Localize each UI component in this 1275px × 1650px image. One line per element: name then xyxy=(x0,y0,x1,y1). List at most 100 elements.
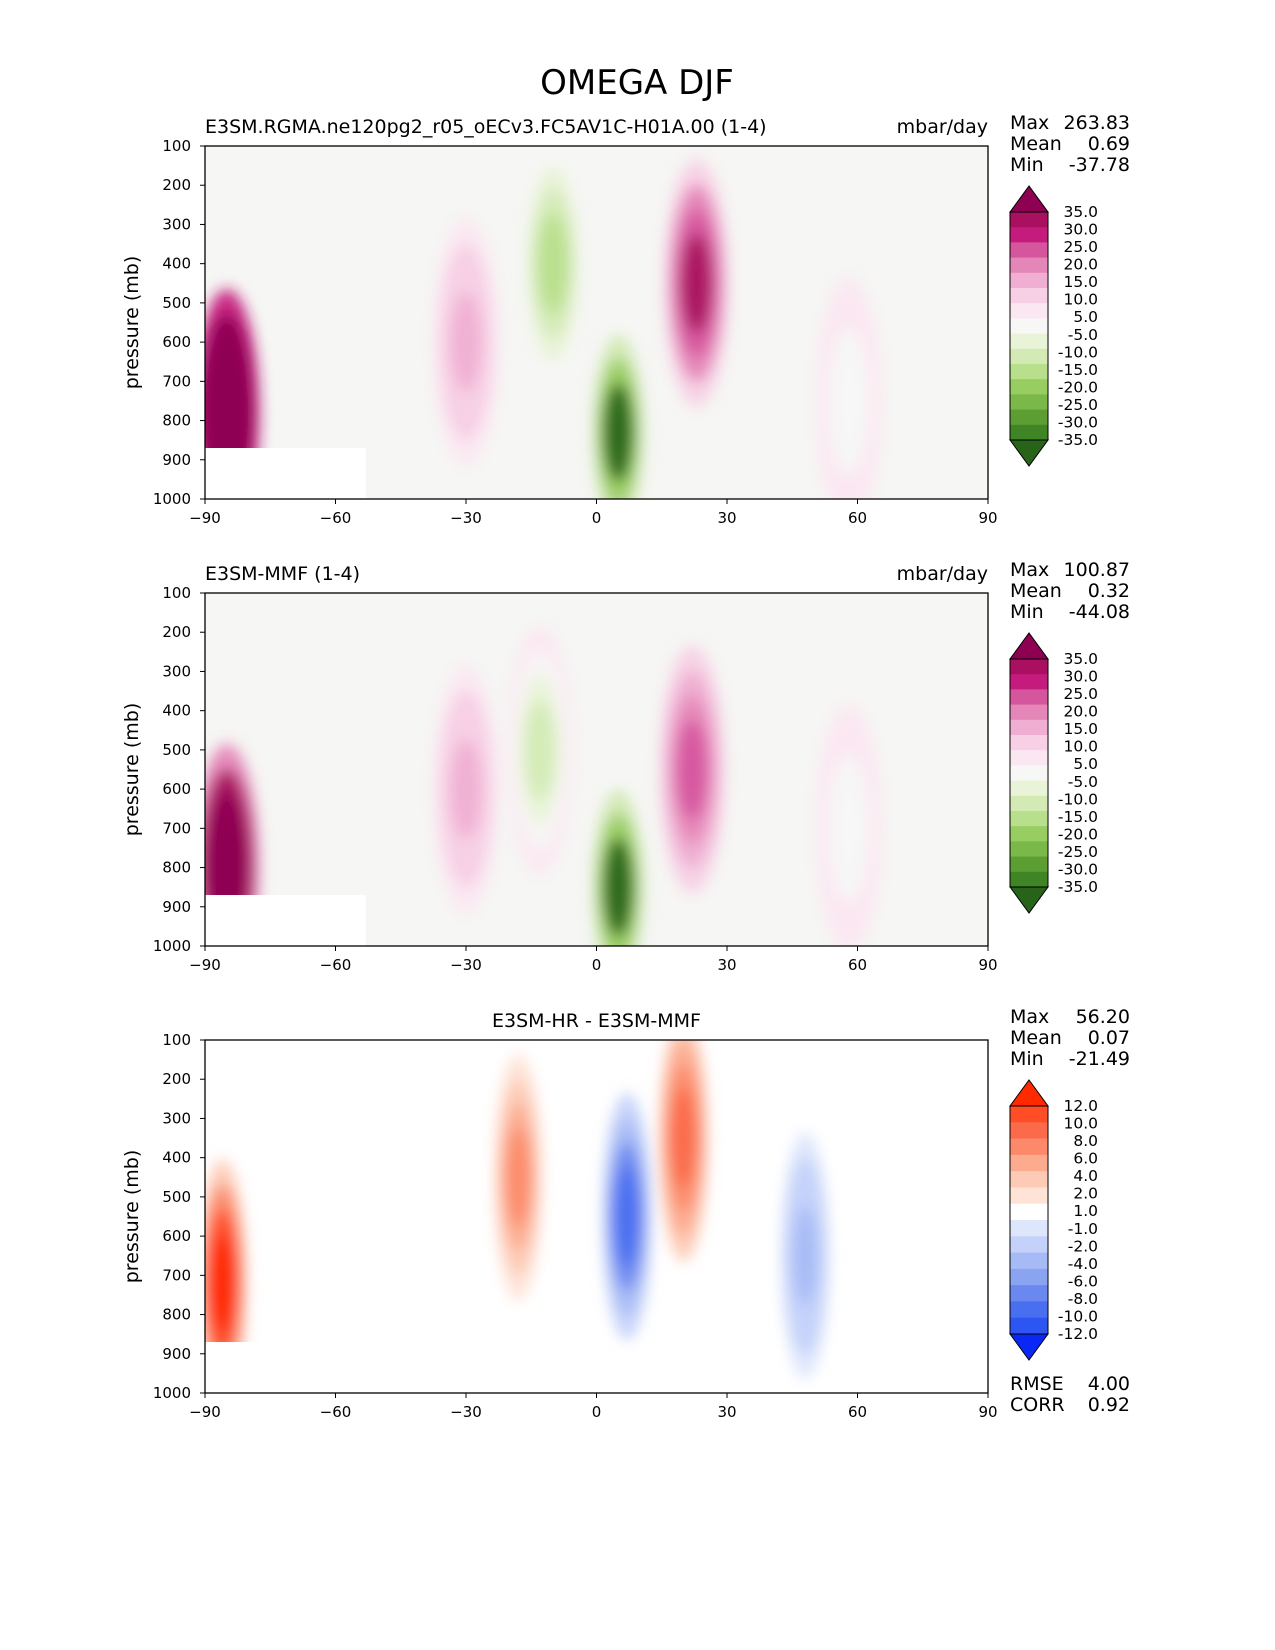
colorbar-band xyxy=(1010,659,1048,675)
y-tick-label: 800 xyxy=(162,1306,191,1324)
contour-blob xyxy=(603,382,634,482)
stat-label: Max xyxy=(1010,559,1049,581)
colorbar-band xyxy=(1010,1285,1048,1302)
colorbar-band xyxy=(1010,333,1048,350)
y-tick-label: 600 xyxy=(162,780,191,798)
colorbar-band xyxy=(1010,719,1048,736)
colorbar-tick-label: 4.0 xyxy=(1073,1167,1098,1185)
colorbar-tick-label: 8.0 xyxy=(1073,1132,1098,1150)
y-tick-label: 100 xyxy=(162,1031,191,1049)
y-tick-label: 300 xyxy=(162,662,191,680)
stat-label: Mean xyxy=(1010,133,1062,155)
colorbar-band xyxy=(1010,1122,1048,1140)
y-axis-label: pressure (mb) xyxy=(121,1150,143,1284)
y-tick-label: 800 xyxy=(162,412,191,430)
y-tick-label: 100 xyxy=(162,584,191,602)
stat-value: -21.49 xyxy=(1069,1048,1130,1070)
stat-label: Min xyxy=(1010,154,1044,176)
colorbar-band xyxy=(1010,257,1048,274)
topography-mask xyxy=(205,1342,366,1393)
x-tick-label: −60 xyxy=(320,956,352,974)
colorbar-tick-label: 15.0 xyxy=(1063,273,1098,291)
colorbar-tick-label: 25.0 xyxy=(1063,238,1098,256)
colorbar-tick-label: -10.0 xyxy=(1058,790,1098,808)
y-tick-label: 600 xyxy=(162,333,191,351)
metric-label: CORR xyxy=(1010,1394,1065,1416)
metric-value: 0.92 xyxy=(1088,1394,1130,1416)
x-tick-label: −30 xyxy=(450,956,482,974)
colorbar-band xyxy=(1010,765,1048,782)
colorbar-tick-label: -5.0 xyxy=(1068,326,1098,344)
metric-label: RMSE xyxy=(1010,1373,1064,1395)
colorbar-tick-label: -35.0 xyxy=(1058,878,1098,896)
y-tick-label: 200 xyxy=(162,176,191,194)
contour-blob xyxy=(211,363,242,463)
colorbar-band xyxy=(1010,1154,1048,1172)
y-tick-label: 800 xyxy=(162,859,191,877)
colorbar-band xyxy=(1010,1138,1048,1156)
x-tick-label: 90 xyxy=(978,956,997,974)
colorbar-tick-label: -6.0 xyxy=(1068,1272,1098,1290)
colorbar-tick-label: -8.0 xyxy=(1068,1290,1098,1308)
x-tick-label: −90 xyxy=(189,1403,221,1421)
x-tick-label: 60 xyxy=(848,1403,867,1421)
y-tick-label: 300 xyxy=(162,1109,191,1127)
contour-blob xyxy=(603,837,634,937)
colorbar-band xyxy=(1010,1236,1048,1254)
colorbar-band xyxy=(1010,394,1048,411)
colorbar-band xyxy=(1010,1171,1048,1188)
x-tick-label: 90 xyxy=(978,1403,997,1421)
colorbar-band xyxy=(1010,1268,1048,1286)
colorbar-band xyxy=(1010,1106,1048,1123)
x-tick-label: 60 xyxy=(848,509,867,527)
y-tick-label: 900 xyxy=(162,898,191,916)
colorbar-band xyxy=(1010,871,1048,888)
colorbar-band xyxy=(1010,674,1048,690)
colorbar-tick-label: -12.0 xyxy=(1058,1325,1098,1343)
colorbar-tick-label: 20.0 xyxy=(1063,703,1098,721)
x-tick-label: −90 xyxy=(189,509,221,527)
metric-value: 4.00 xyxy=(1088,1373,1130,1395)
stat-label: Min xyxy=(1010,601,1044,623)
contour-blob xyxy=(671,1088,696,1188)
stat-label: Max xyxy=(1010,1006,1049,1028)
colorbar-tick-label: -1.0 xyxy=(1068,1220,1098,1238)
colorbar-band xyxy=(1010,841,1048,858)
colorbar-band xyxy=(1010,750,1048,766)
y-axis-label: pressure (mb) xyxy=(121,256,143,390)
y-tick-label: 400 xyxy=(162,255,191,273)
colorbar-band xyxy=(1010,795,1048,812)
colorbar-tick-label: -5.0 xyxy=(1068,773,1098,791)
colorbar-band xyxy=(1010,735,1048,751)
colorbar-tick-label: -25.0 xyxy=(1058,843,1098,861)
colorbar-tick-label: -30.0 xyxy=(1058,860,1098,878)
contour-fill xyxy=(205,146,882,499)
colorbar-band xyxy=(1010,227,1048,243)
colorbar-tick-label: -35.0 xyxy=(1058,431,1098,449)
contour-blob xyxy=(537,214,569,314)
x-tick-label: −30 xyxy=(450,1403,482,1421)
y-tick-label: 600 xyxy=(162,1227,191,1245)
colorbar-band xyxy=(1010,364,1048,380)
panel-title: E3SM.RGMA.ne120pg2_r05_oECv3.FC5AV1C-H01… xyxy=(205,116,767,138)
colorbar-extend-min xyxy=(1009,439,1049,467)
contour-blob xyxy=(450,292,482,392)
x-tick-label: 30 xyxy=(717,956,736,974)
colorbar-tick-label: -20.0 xyxy=(1058,378,1098,396)
x-tick-label: 60 xyxy=(848,956,867,974)
colorbar-tick-label: 2.0 xyxy=(1073,1185,1098,1203)
colorbar-frame xyxy=(1009,1105,1049,1335)
contour-field xyxy=(205,1040,830,1393)
y-tick-label: 1000 xyxy=(153,937,191,955)
colorbar-extend-max xyxy=(1009,185,1049,213)
y-axis-label: pressure (mb) xyxy=(121,703,143,837)
contour-blob xyxy=(524,700,556,800)
colorbar-band xyxy=(1010,288,1048,304)
topography-mask xyxy=(205,895,366,946)
colorbar-tick-label: 5.0 xyxy=(1073,308,1098,326)
colorbar-tick-label: 6.0 xyxy=(1073,1150,1098,1168)
plot-background xyxy=(205,1040,988,1393)
